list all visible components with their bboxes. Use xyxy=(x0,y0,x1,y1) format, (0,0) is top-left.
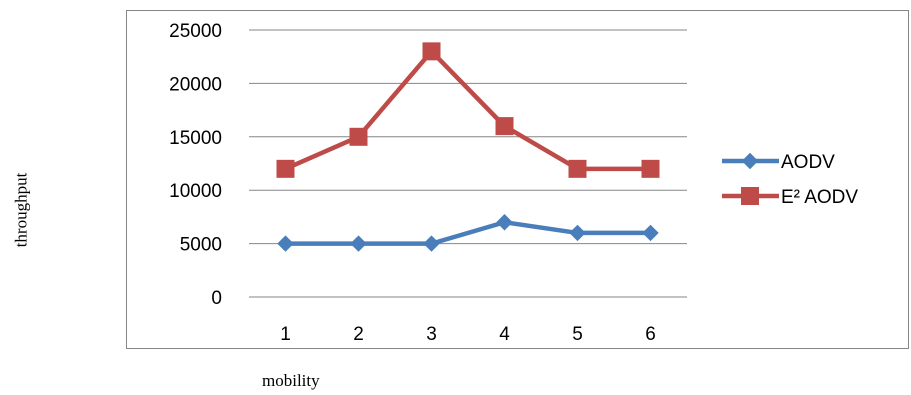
data-point xyxy=(422,42,441,61)
y-tick-label: 15000 xyxy=(169,128,222,149)
y-tick-label: 5000 xyxy=(180,235,222,256)
y-tick-labels: 0 5000 10000 15000 20000 25000 xyxy=(169,21,222,309)
data-point xyxy=(642,224,659,242)
data-point xyxy=(276,159,295,178)
x-tick-labels: 1 2 3 4 5 6 xyxy=(280,324,656,345)
chart-frame xyxy=(126,10,909,349)
legend-marker-1 xyxy=(741,187,759,205)
data-point xyxy=(496,214,513,231)
x-tick-label: 2 xyxy=(353,324,364,345)
data-point xyxy=(569,224,586,242)
legend-label-1: E² AODV xyxy=(781,187,858,208)
x-tick-label: 4 xyxy=(499,324,510,345)
y-tick-label: 20000 xyxy=(169,74,222,95)
legend-marker-0 xyxy=(741,152,759,170)
x-tick-label: 6 xyxy=(645,324,656,345)
legend: AODV E² AODV xyxy=(722,152,858,208)
legend-label-0: AODV xyxy=(781,152,835,173)
x-tick-label: 3 xyxy=(426,324,437,345)
series-lines xyxy=(276,42,660,252)
y-tick-label: 10000 xyxy=(169,181,222,202)
series-line-1 xyxy=(284,49,651,172)
data-point xyxy=(277,235,294,252)
y-axis-title: throughput xyxy=(11,172,31,248)
x-tick-label: 1 xyxy=(280,324,291,345)
y-tick-label: 0 xyxy=(211,288,222,309)
series-line-0 xyxy=(285,219,651,246)
data-point xyxy=(423,235,440,252)
data-point xyxy=(568,159,587,178)
data-point xyxy=(641,159,660,178)
data-point xyxy=(495,117,514,136)
y-axis-title-wrap: throughput xyxy=(6,110,36,310)
x-tick-label: 5 xyxy=(572,324,583,345)
y-tick-label: 25000 xyxy=(169,21,222,42)
x-axis-title: mobility xyxy=(262,371,320,390)
data-point xyxy=(349,127,368,146)
data-point xyxy=(350,235,367,252)
